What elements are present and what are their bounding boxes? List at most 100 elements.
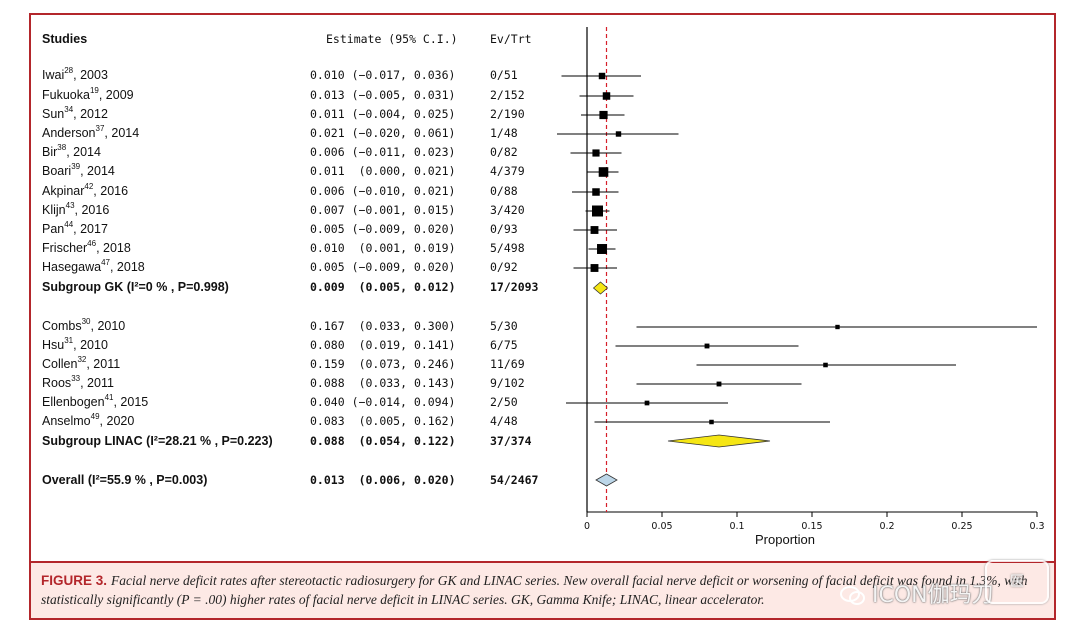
events-cell: 1/48 xyxy=(490,126,518,140)
confidence-interval: (−0.017, 0.036) xyxy=(351,68,456,82)
estimate-value: 0.040 xyxy=(310,395,345,409)
estimate-marker xyxy=(598,167,609,177)
summary-diamond xyxy=(592,281,609,295)
study-name: Subgroup LINAC (I²=28.21 % , P=0.223) xyxy=(42,434,273,448)
estimate-cell: 0.009 (0.005, 0.012) xyxy=(310,278,456,296)
figure-caption: FIGURE 3. Facial nerve deficit rates afte… xyxy=(31,561,1054,618)
study-year: , 2018 xyxy=(109,260,145,274)
estimate-marker xyxy=(704,343,710,349)
events-cell: 17/2093 xyxy=(490,280,539,294)
events-cell: 9/102 xyxy=(490,376,525,390)
study-year: , 2011 xyxy=(86,357,121,371)
study-label: Combs30, 2010 xyxy=(42,317,125,335)
reference-number: 33 xyxy=(71,373,81,383)
study-name: Roos xyxy=(42,376,72,390)
events-cell: 4/379 xyxy=(490,164,525,178)
estimate-value: 0.088 xyxy=(310,376,345,390)
study-label: Anderson37, 2014 xyxy=(42,124,139,142)
confidence-interval: (0.005, 0.162) xyxy=(358,414,456,428)
estimate-cell: 0.088 (0.033, 0.143) xyxy=(310,374,456,392)
study-label: Ellenbogen41, 2015 xyxy=(42,393,148,411)
events-cell: 0/82 xyxy=(490,145,518,159)
estimate-value: 0.006 xyxy=(310,145,345,159)
study-name: Pan xyxy=(42,222,65,236)
studies-header: Studies xyxy=(42,32,88,46)
study-label: Klijn43, 2016 xyxy=(42,201,109,219)
estimate-cell: 0.167 (0.033, 0.300) xyxy=(310,317,456,335)
events-cell: 0/92 xyxy=(490,260,518,274)
study-name: Frischer xyxy=(42,241,88,255)
confidence-interval: (0.033, 0.300) xyxy=(358,319,456,333)
estimate-value: 0.005 xyxy=(310,222,345,236)
confidence-interval: (−0.011, 0.023) xyxy=(351,145,456,159)
estimate-marker xyxy=(823,362,828,368)
estimate-marker xyxy=(602,92,611,100)
confidence-interval: (−0.004, 0.025) xyxy=(351,107,456,121)
study-year: , 2015 xyxy=(113,395,149,409)
reference-number: 34 xyxy=(64,104,74,114)
x-axis-label: Proportion xyxy=(755,532,815,547)
study-label: Roos33, 2011 xyxy=(42,374,114,392)
reference-number: 28 xyxy=(64,65,74,75)
confidence-interval: (0.000, 0.021) xyxy=(358,164,456,178)
study-name: Akpinar xyxy=(42,184,85,198)
x-tick-label: 0.1 xyxy=(729,521,744,532)
confidence-interval: (−0.014, 0.094) xyxy=(351,395,456,409)
events-cell: 0/88 xyxy=(490,184,518,198)
estimate-cell: 0.159 (0.073, 0.246) xyxy=(310,355,456,373)
confidence-interval: (0.019, 0.141) xyxy=(358,338,456,352)
estimate-cell: 0.005 (−0.009, 0.020) xyxy=(310,220,455,238)
events-cell: 5/498 xyxy=(490,241,525,255)
study-year: , 2016 xyxy=(74,203,110,217)
estimate-header: Estimate (95% C.I.) xyxy=(326,32,458,46)
estimate-value: 0.088 xyxy=(310,434,345,448)
estimate-cell: 0.010 (−0.017, 0.036) xyxy=(310,66,455,84)
estimate-marker xyxy=(592,188,600,196)
x-tick-label: 0.3 xyxy=(1029,521,1044,532)
estimate-value: 0.159 xyxy=(310,357,345,371)
estimate-marker xyxy=(709,419,714,425)
figure-frame xyxy=(29,13,1056,620)
estimate-value: 0.005 xyxy=(310,260,345,274)
study-label: Hasegawa47, 2018 xyxy=(42,258,145,276)
estimate-cell: 0.088 (0.054, 0.122) xyxy=(310,432,456,450)
study-year: , 2020 xyxy=(99,414,135,428)
reference-number: 47 xyxy=(101,257,110,267)
events-cell: 11/69 xyxy=(490,357,525,371)
study-label: Iwai28, 2003 xyxy=(42,66,108,84)
events-cell: 2/152 xyxy=(490,88,525,102)
reference-number: 49 xyxy=(90,411,100,421)
estimate-marker xyxy=(592,149,600,157)
estimate-cell: 0.021 (−0.020, 0.061) xyxy=(310,124,455,142)
estimate-marker xyxy=(835,324,840,330)
study-year: , 2017 xyxy=(73,222,108,236)
estimate-marker xyxy=(598,72,606,80)
confidence-interval: (0.054, 0.122) xyxy=(358,434,456,448)
confidence-interval: (0.006, 0.020) xyxy=(358,473,456,487)
study-label: Frischer46, 2018 xyxy=(42,239,131,257)
estimate-cell: 0.010 (0.001, 0.019) xyxy=(310,239,456,257)
reference-number: 31 xyxy=(64,335,74,345)
confidence-interval: (−0.009, 0.020) xyxy=(351,222,456,236)
reference-number: 41 xyxy=(104,392,114,402)
confidence-interval: (−0.020, 0.061) xyxy=(351,126,456,140)
estimate-cell: 0.013 (0.006, 0.020) xyxy=(310,471,456,489)
study-name: Subgroup GK (I²=0 % , P=0.998) xyxy=(42,280,229,294)
events-cell: 6/75 xyxy=(490,338,518,352)
study-label: Bir38, 2014 xyxy=(42,143,101,161)
summary-label-subgroup-linac: Subgroup LINAC (I²=28.21 % , P=0.223) xyxy=(42,432,273,450)
study-year: , 2003 xyxy=(73,68,108,82)
wechat-icon xyxy=(840,586,865,605)
estimate-value: 0.010 xyxy=(310,68,345,82)
estimate-value: 0.009 xyxy=(310,280,345,294)
events-cell: 5/30 xyxy=(490,319,518,333)
forest-plot: 0 0.05 0.1 0.15 0.2 0.25 0.3 Proportion xyxy=(557,27,1045,547)
study-name: Hsu xyxy=(42,338,65,352)
estimate-cell: 0.083 (0.005, 0.162) xyxy=(310,412,456,430)
estimate-value: 0.013 xyxy=(310,88,345,102)
study-year: , 2011 xyxy=(80,376,114,390)
reference-number: 38 xyxy=(57,142,67,152)
study-label: Hsu31, 2010 xyxy=(42,336,108,354)
estimate-marker xyxy=(644,400,650,406)
watermark-logo-text: 医 xyxy=(1010,574,1024,590)
